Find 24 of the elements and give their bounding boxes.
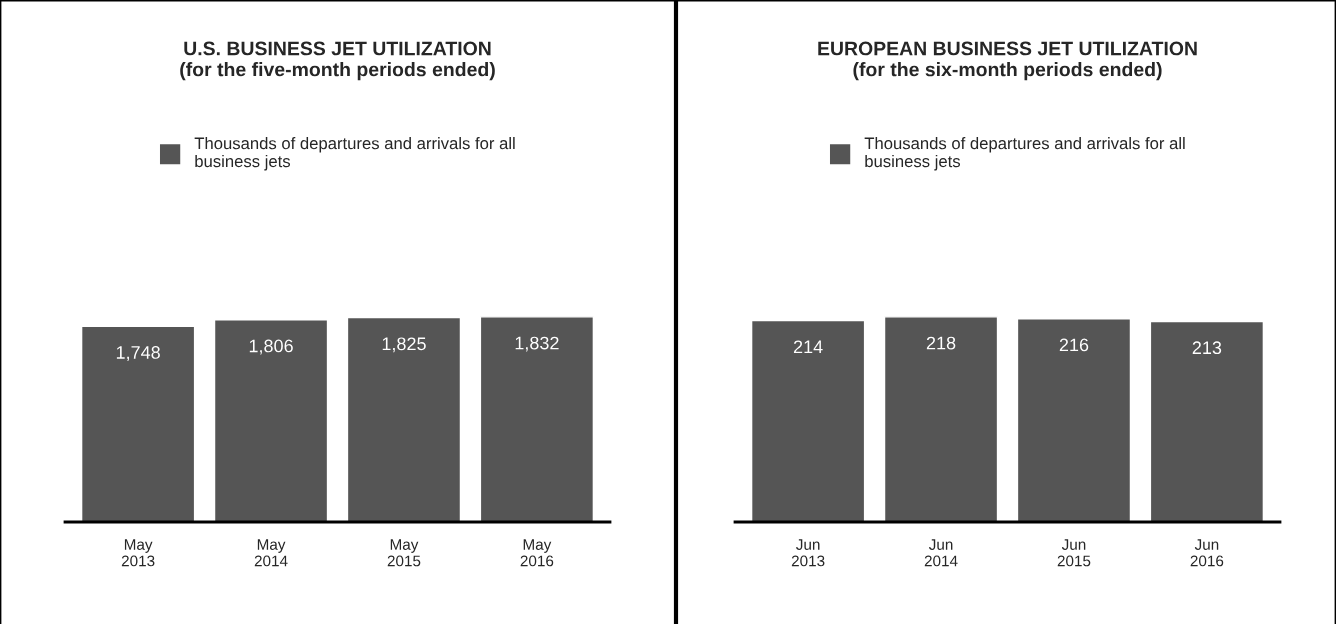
data-label: 1,825 bbox=[382, 337, 426, 353]
data-label: 216 bbox=[1059, 338, 1089, 352]
legend-label: Thousands of departures and arrivals for all business jets bbox=[194, 137, 515, 171]
data-label: 1,806 bbox=[249, 339, 293, 355]
bar bbox=[479, 316, 595, 522]
data-label: 214 bbox=[793, 340, 823, 353]
x-tick-label: May 2014 bbox=[254, 539, 288, 567]
bar bbox=[213, 319, 329, 522]
x-tick-label: Jun 2013 bbox=[791, 539, 825, 567]
legend-label: Thousands of departures and arrivals for all business jets bbox=[864, 137, 1185, 171]
bar bbox=[346, 316, 462, 522]
data-label: 1,832 bbox=[515, 336, 559, 352]
x-tick-label: Jun 2016 bbox=[1190, 539, 1224, 567]
chart-title: U.S. BUSINESS JET UTILIZATION (for the five-month periods ended) bbox=[180, 41, 495, 81]
x-tick-label: May 2013 bbox=[121, 539, 155, 567]
chart-title: EUROPEAN BUSINESS JET UTILIZATION (for the six-month periods ended) bbox=[818, 41, 1197, 81]
data-label: 218 bbox=[926, 336, 956, 350]
x-tick-label: Jun 2015 bbox=[1057, 539, 1091, 567]
bar bbox=[80, 325, 196, 522]
x-tick-label: Jun 2014 bbox=[924, 539, 958, 567]
data-label: 1,748 bbox=[116, 346, 160, 361]
x-tick-label: May 2015 bbox=[387, 539, 421, 567]
data-label: 213 bbox=[1192, 341, 1222, 355]
x-tick-label: May 2016 bbox=[520, 539, 554, 567]
